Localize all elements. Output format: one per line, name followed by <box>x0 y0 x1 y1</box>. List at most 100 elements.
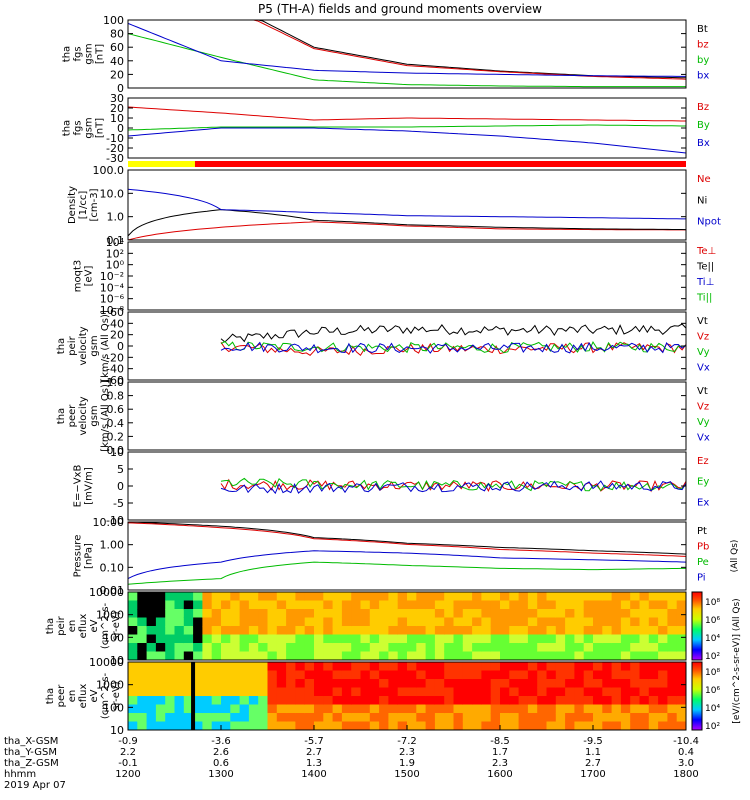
spectrogram-cell <box>314 687 324 697</box>
spectrogram-cell <box>332 687 343 697</box>
spectrogram-cell <box>155 634 166 644</box>
spectrogram-cell <box>574 634 585 644</box>
spectrogram-cell <box>137 704 148 714</box>
spectrogram-cell <box>221 662 231 671</box>
y-tick-label: 0.0 <box>107 444 125 457</box>
panel-frame <box>127 591 687 661</box>
spectrogram-cell <box>630 634 640 644</box>
y-axis-label-line: [km/s (All Qs)] <box>100 310 111 382</box>
spectrogram-cell <box>351 670 361 680</box>
spectrogram-cell <box>304 696 315 705</box>
legend-entry: Ti⊥ <box>696 277 714 288</box>
panel-frame <box>127 381 687 451</box>
spectrogram-cell <box>648 643 659 652</box>
series-Ex <box>220 480 687 495</box>
date-label: 2019 Apr 07 <box>4 780 66 791</box>
spectrogram-cell <box>369 670 380 680</box>
spectrogram-cell <box>462 679 473 688</box>
y-axis-label-line: gsm <box>89 405 100 426</box>
spectrogram-cell <box>537 609 547 618</box>
legend-entry: Pb <box>697 542 709 553</box>
y-tick-label: -10 <box>106 514 124 527</box>
spectrogram-cell <box>518 626 529 635</box>
spectrogram-cell <box>481 670 492 680</box>
spectrogram-cell <box>397 643 408 652</box>
spectrogram-cell <box>574 643 585 652</box>
spectrogram-cell <box>425 617 436 627</box>
y-axis-label-line: gsm <box>84 117 95 138</box>
spectrogram-cell <box>630 592 640 601</box>
spectrogram-cell <box>193 713 203 722</box>
spectrogram-cell <box>583 626 594 635</box>
spectrogram-cell <box>258 600 268 610</box>
spectrogram-cell <box>304 617 315 627</box>
spectrogram-cell <box>537 713 547 722</box>
spectrogram-cell <box>286 600 296 610</box>
spectrogram-cell <box>602 609 613 618</box>
spectrogram-cell <box>472 634 482 644</box>
spectrogram-cell <box>425 643 436 652</box>
spectrogram-cell <box>276 721 287 731</box>
spectrogram-cell <box>434 696 445 705</box>
y-axis-label-line: tha <box>62 46 73 62</box>
series-Ni <box>127 209 687 237</box>
spectrogram-cell <box>267 721 278 731</box>
spectrogram-cell <box>444 600 454 610</box>
spectrogram-cell <box>128 626 138 635</box>
spectrogram-cell <box>574 670 585 680</box>
spectrogram-cell <box>155 609 166 618</box>
spectrogram-cell <box>388 617 399 627</box>
spectrogram-cell <box>304 687 315 697</box>
spectrogram-cell <box>388 713 399 722</box>
spectrogram-cell <box>211 696 222 705</box>
spectrogram-cell <box>239 687 250 697</box>
spectrogram-cell <box>500 626 510 635</box>
y-tick-label: 0 <box>117 480 124 493</box>
x-row-value: -3.6 <box>211 736 231 747</box>
panel-frame <box>127 241 687 311</box>
y-tick-label: 0.1 <box>107 234 125 247</box>
spectrogram-cell <box>518 651 529 661</box>
spectrogram-cell <box>267 617 278 627</box>
spectrogram-cell <box>174 617 185 627</box>
spectrogram-cell <box>239 651 250 661</box>
spectrogram-cell <box>667 704 678 714</box>
spectrogram-cell <box>574 592 585 601</box>
spectrogram-cell <box>332 651 343 661</box>
spectrogram-cell <box>500 721 510 731</box>
spectrogram-cell <box>407 609 417 618</box>
spectrogram-cell <box>221 670 231 680</box>
legend-entry: Pe <box>697 557 709 568</box>
spectrogram-cell <box>248 634 259 644</box>
spectrogram-cell <box>295 713 306 722</box>
spectrogram-cell <box>146 679 157 688</box>
y-tick-label: -30 <box>106 152 124 165</box>
spectrogram-cell <box>434 617 445 627</box>
spectrogram-cell <box>341 617 352 627</box>
spectrogram-cell <box>332 713 343 722</box>
spectrogram-cell <box>351 713 361 722</box>
spectrogram-cell <box>341 713 352 722</box>
spectrogram-cell <box>620 609 631 618</box>
spectrogram-cell <box>537 600 547 610</box>
spectrogram-cell <box>407 704 417 714</box>
spectrogram-cell <box>425 609 436 618</box>
spectrogram-cell <box>611 626 622 635</box>
spectrogram-cell <box>481 651 492 661</box>
spectrogram-cell <box>527 662 538 671</box>
spectrogram-cell <box>546 617 557 627</box>
y-tick-label: 100 <box>103 631 124 644</box>
spectrogram-cell <box>183 679 194 688</box>
spectrogram-cell <box>416 696 427 705</box>
spectrogram-cell <box>267 670 278 680</box>
spectrogram-cell <box>397 651 408 661</box>
spectrogram-cell <box>360 704 371 714</box>
spectrogram-cell <box>648 713 659 722</box>
spectrogram-cell <box>248 704 259 714</box>
spectrogram-cell <box>611 696 622 705</box>
spectrogram-cell <box>295 721 306 731</box>
spectrogram-cell <box>155 687 166 697</box>
spectrogram-cell <box>276 592 287 601</box>
spectrogram-cell <box>351 609 361 618</box>
spectrogram-cell <box>128 600 138 610</box>
